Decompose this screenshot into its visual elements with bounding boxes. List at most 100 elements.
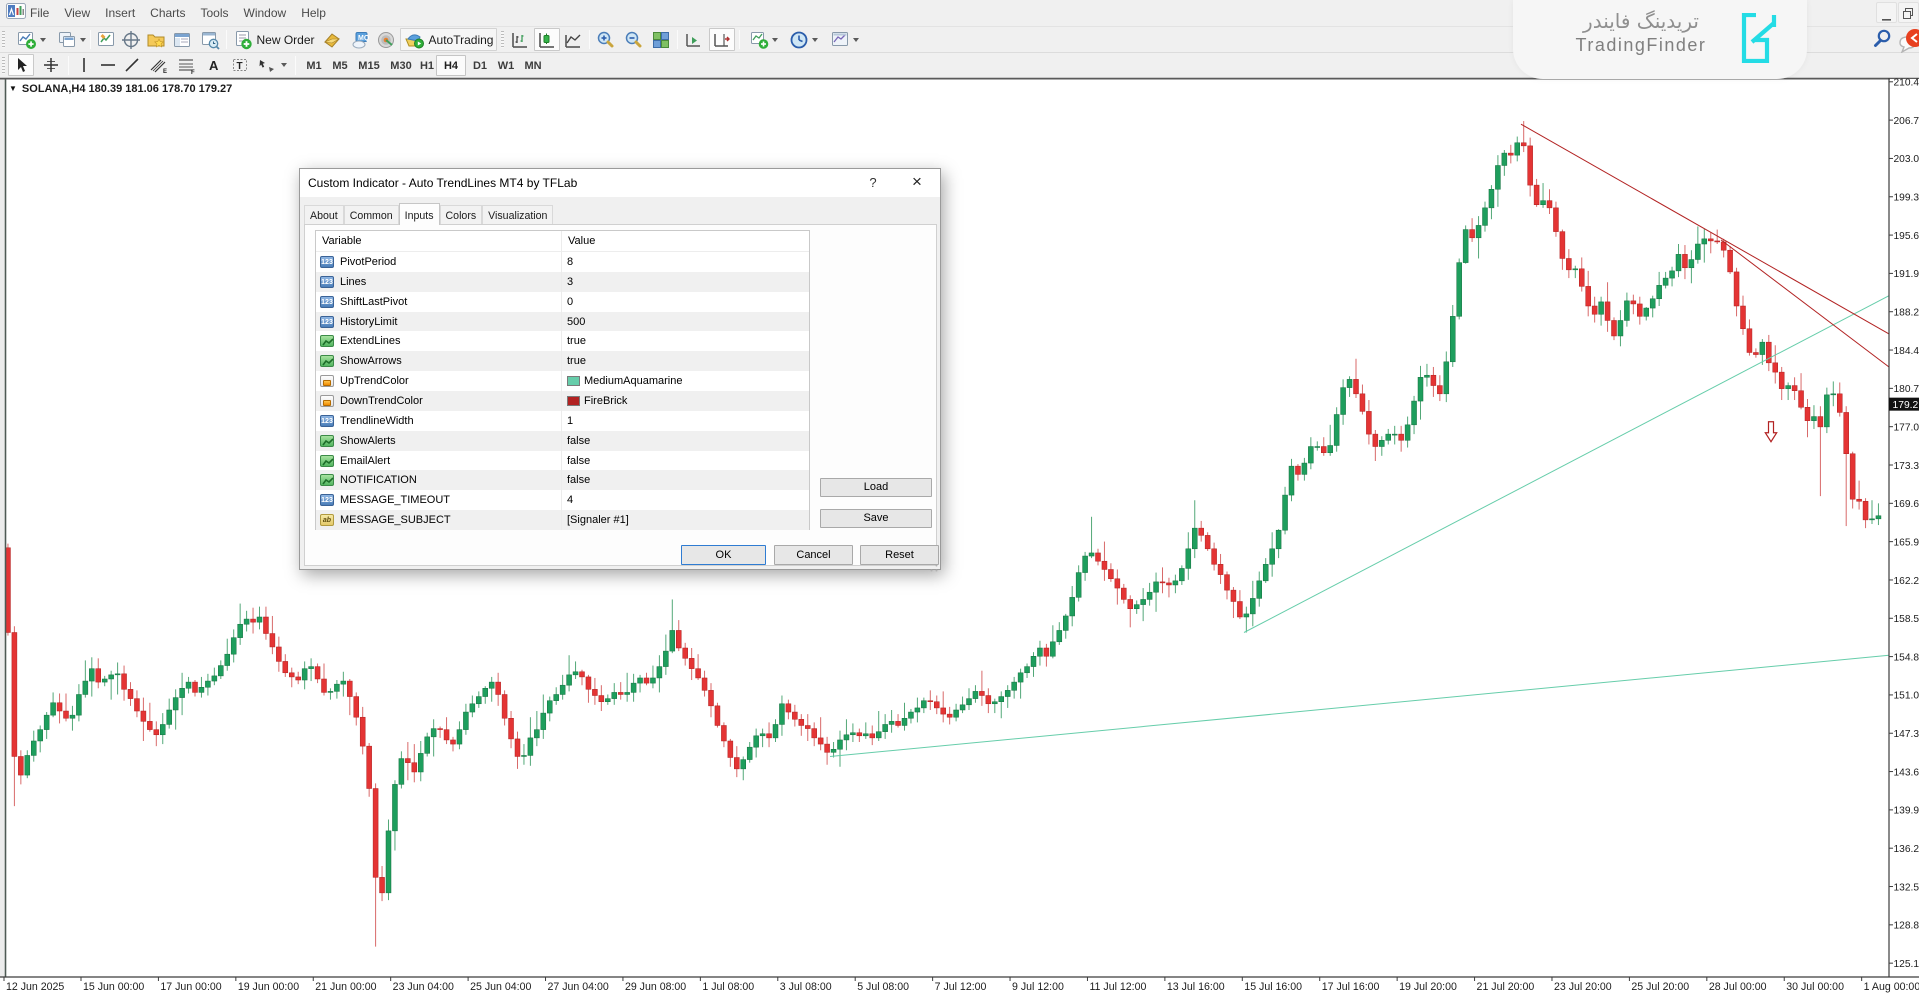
collapse-triangle-icon[interactable]: ▼	[9, 84, 17, 93]
menu-item-window[interactable]: Window	[243, 6, 287, 20]
vertical-line-tool[interactable]	[72, 54, 96, 76]
autotrading-button[interactable]: AutoTrading	[400, 28, 497, 51]
horizontal-line-tool[interactable]	[96, 54, 120, 76]
timeframe-w1[interactable]: W1	[497, 59, 515, 72]
trendline-downtrend-inner	[1720, 239, 1890, 368]
parameter-row-message_subject[interactable]: ab MESSAGE_SUBJECT [Signaler #1]	[316, 510, 809, 531]
svg-text:MQ: MQ	[358, 35, 370, 42]
tile-windows-button[interactable]	[649, 28, 673, 51]
timeframe-h4[interactable]: H4	[436, 55, 466, 76]
save-button[interactable]: Save	[820, 509, 932, 528]
parameter-row-shiftlastpivot[interactable]: 123 ShiftLastPivot 0	[316, 291, 809, 312]
dialog-tab-visualization[interactable]: Visualization	[482, 205, 554, 224]
parameter-row-historylimit[interactable]: 123 HistoryLimit 500	[316, 311, 809, 332]
templates-button[interactable]	[824, 28, 864, 51]
zoom-in-button[interactable]	[593, 28, 617, 51]
menu-item-file[interactable]: File	[30, 6, 50, 20]
candlestick-mode-button[interactable]	[534, 28, 560, 51]
fibonacci-icon: F	[179, 59, 195, 74]
chart-window: 210.4 206.7 203.0 199.3 195.6 191.9 188.2 184.4…	[0, 78, 1919, 996]
timeframe-h1[interactable]: H1	[419, 59, 435, 72]
parameter-row-uptrendcolor[interactable]: UpTrendColor MediumAquamarine	[316, 371, 809, 392]
toolbar-grip	[2, 57, 5, 74]
strategy-tester-button[interactable]	[198, 28, 222, 51]
timeframe-m5[interactable]: M5	[332, 59, 348, 72]
parameter-row-emailalert[interactable]: EmailAlert false	[316, 450, 809, 471]
reset-button[interactable]: Reset	[860, 545, 939, 565]
menu-item-insert[interactable]: Insert	[105, 6, 136, 20]
metaeditor-button[interactable]	[320, 28, 344, 51]
dialog-tab-common[interactable]: Common	[343, 205, 399, 224]
dialog-tab-inputs[interactable]: Inputs	[398, 203, 440, 225]
watermark-farsi-text: تریدینگ فایندر	[1583, 9, 1699, 33]
time-axis-labels: 12 Jun 2025 15 Jun 00:00 17 Jun 00:00 19 Ju…	[3, 977, 1919, 993]
parameter-name: MESSAGE_SUBJECT	[340, 514, 451, 527]
market-watch-button[interactable]	[94, 28, 118, 51]
price-tick-label: 177.0	[1894, 422, 1919, 433]
fibonacci-tool[interactable]: F	[174, 54, 200, 76]
market-button[interactable]	[374, 28, 398, 51]
periods-button[interactable]	[784, 28, 822, 51]
cancel-button[interactable]: Cancel	[774, 545, 853, 565]
dialog-tab-about[interactable]: About	[304, 205, 344, 224]
chart-shift-icon	[714, 33, 730, 47]
dialog-title-bar[interactable]: Custom Indicator - Auto TrendLines MT4 b…	[300, 169, 940, 197]
terminal-button[interactable]	[170, 28, 194, 51]
text-tool[interactable]: A	[202, 54, 226, 76]
parameter-row-downtrendcolor[interactable]: DownTrendColor FireBrick	[316, 391, 809, 411]
menu-item-view[interactable]: View	[64, 6, 91, 20]
data-window-button[interactable]	[119, 28, 143, 51]
window-minimize-button[interactable]	[1876, 2, 1897, 23]
parameter-row-pivotperiod[interactable]: 123 PivotPeriod 8	[316, 252, 809, 272]
parameter-row-message_timeout[interactable]: 123 MESSAGE_TIMEOUT 4	[316, 490, 809, 511]
dialog-close-button[interactable]: ×	[912, 172, 922, 191]
line-chart-mode-button[interactable]	[561, 28, 585, 51]
parameter-row-extendlines[interactable]: ExtendLines true	[316, 331, 809, 352]
parameter-row-showarrows[interactable]: ShowArrows true	[316, 351, 809, 372]
price-tick-label: 199.3	[1894, 193, 1919, 204]
price-tick-label: 132.5	[1894, 882, 1919, 893]
navigator-button[interactable]	[144, 28, 168, 51]
price-tick-label: 125.1	[1894, 959, 1919, 970]
dialog-help-button[interactable]: ?	[869, 175, 877, 190]
text-label-tool[interactable]: T	[228, 54, 252, 76]
parameter-row-showalerts[interactable]: ShowAlerts false	[316, 430, 809, 451]
new-order-button[interactable]: New Order	[231, 28, 317, 51]
parameter-row-trendlinewidth[interactable]: 123 TrendlineWidth 1	[316, 410, 809, 431]
window-restore-button[interactable]	[1898, 2, 1919, 23]
timeframe-m1[interactable]: M1	[306, 59, 322, 72]
candlestick-chart[interactable]: 210.4 206.7 203.0 199.3 195.6 191.9 188.2 184.4…	[0, 78, 1919, 996]
load-button[interactable]: Load	[820, 478, 932, 497]
cursor-tool[interactable]	[8, 54, 34, 76]
mql5-community-button[interactable]: MQ	[348, 28, 372, 51]
menu-item-charts[interactable]: Charts	[150, 6, 186, 20]
bid-price-label: 179.2	[1893, 400, 1919, 411]
int-type-icon: 123	[320, 295, 334, 308]
auto-scroll-button[interactable]	[682, 28, 706, 51]
parameter-row-notification[interactable]: NOTIFICATION false	[316, 470, 809, 491]
timeframe-d1[interactable]: D1	[472, 59, 488, 72]
parameter-row-lines[interactable]: 123 Lines 3	[316, 271, 809, 292]
trendline-tool[interactable]	[120, 54, 144, 76]
dialog-resize-grip[interactable]	[930, 559, 938, 572]
menu-item-help[interactable]: Help	[301, 6, 326, 20]
menu-item-tools[interactable]: Tools	[200, 6, 229, 20]
zoom-out-button[interactable]	[621, 28, 645, 51]
dialog-tab-colors[interactable]: Colors	[439, 205, 483, 224]
bar-chart-mode-button[interactable]	[508, 28, 532, 51]
candlestick-mode-icon	[539, 32, 554, 48]
timeframe-m15[interactable]: M15	[358, 59, 380, 72]
equidistant-channel-tool[interactable]: E	[146, 54, 172, 76]
timeframe-m30[interactable]: M30	[390, 59, 412, 72]
indicators-button[interactable]	[744, 28, 782, 51]
navigator-icon	[147, 34, 165, 47]
profiles-button[interactable]	[52, 28, 90, 51]
color-swatch	[567, 395, 580, 406]
shapes-tool[interactable]	[254, 54, 288, 76]
new-chart-button[interactable]	[12, 28, 50, 51]
chart-shift-button[interactable]	[709, 28, 735, 51]
timeframe-mn[interactable]: MN	[524, 59, 542, 72]
tile-windows-icon	[653, 31, 669, 48]
ok-button[interactable]: OK	[681, 545, 766, 565]
crosshair-tool[interactable]	[38, 54, 64, 76]
